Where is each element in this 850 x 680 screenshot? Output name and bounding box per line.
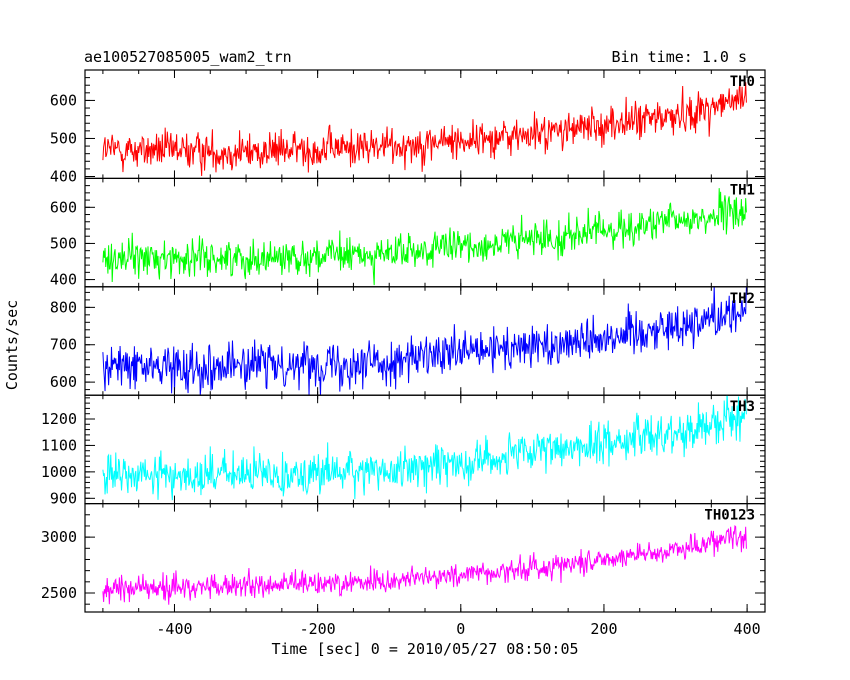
series-label-th2: TH2: [730, 291, 755, 307]
y-tick-label: 800: [50, 298, 77, 316]
y-tick-label: 700: [50, 336, 77, 354]
chart-title: ae100527085005_wam2_trn: [84, 48, 292, 66]
y-tick-label: 600: [50, 373, 77, 391]
x-tick-label: -200: [300, 620, 336, 638]
series-label-th3: TH3: [730, 399, 755, 415]
y-tick-label: 500: [50, 129, 77, 147]
x-tick-label: 200: [590, 620, 617, 638]
y-tick-label: 500: [50, 234, 77, 252]
y-tick-label: 2500: [41, 584, 77, 602]
bin-time-label: Bin time: 1.0 s: [612, 48, 747, 66]
series-label-th1: TH1: [730, 182, 755, 198]
y-tick-label: 600: [50, 91, 77, 109]
x-axis-label: Time [sec] 0 = 2010/05/27 08:50:05: [271, 640, 578, 658]
x-tick-label: 400: [734, 620, 761, 638]
series-label-th0123: TH0123: [704, 508, 755, 524]
y-tick-label: 400: [50, 271, 77, 289]
x-tick-label: 0: [456, 620, 465, 638]
y-axis-label: Counts/sec: [3, 300, 21, 390]
series-line-th2: [102, 286, 747, 396]
series-line-th3: [102, 395, 747, 501]
y-tick-label: 900: [50, 489, 77, 507]
y-tick-label: 1100: [41, 436, 77, 454]
y-tick-label: 3000: [41, 528, 77, 546]
y-tick-label: 600: [50, 198, 77, 216]
series-line-th0123: [102, 524, 747, 605]
y-tick-label: 1200: [41, 410, 77, 428]
panels-group: 400 500 600 TH0 400 500 600 TH1 600 700 800 TH2 900 1…: [41, 69, 766, 638]
x-tick-label: -400: [156, 620, 192, 638]
y-tick-label: 400: [50, 167, 77, 185]
series-label-th0: TH0: [730, 74, 755, 90]
y-tick-label: 1000: [41, 463, 77, 481]
series-line-th0: [102, 82, 747, 176]
series-line-th1: [102, 188, 747, 286]
